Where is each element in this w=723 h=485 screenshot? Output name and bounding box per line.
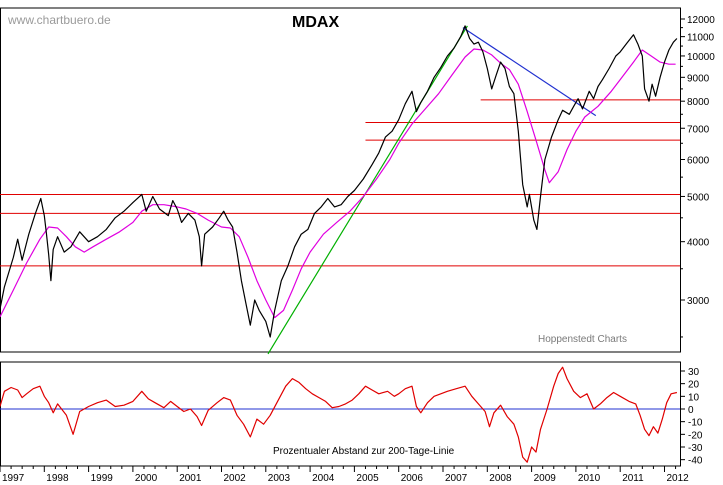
- axis-ticks: 3000 4000 5000 6000 7000 8000 9000 10000 11000 12…: [0, 15, 715, 484]
- osc-y-tick-label: 30: [688, 367, 700, 378]
- osc-y-tick-label: -40: [688, 456, 703, 467]
- main-plot-border: [0, 7, 681, 353]
- x-tick-label: 2001: [179, 473, 202, 484]
- x-tick-label: 2008: [489, 473, 512, 484]
- x-tick-label: 2011: [622, 473, 644, 484]
- x-tick-label: 1997: [2, 473, 25, 484]
- price-line: [0, 25, 678, 338]
- y-tick-label: 5000: [687, 192, 710, 203]
- source-label: Hoppenstedt Charts: [538, 334, 627, 345]
- x-tick-label: 2002: [223, 473, 246, 484]
- osc-y-tick-label: -10: [688, 418, 703, 429]
- oscillator-label: Prozentualer Abstand zur 200-Tage-Linie: [273, 446, 455, 457]
- watermark: www.chartbuero.de: [7, 13, 111, 27]
- osc-y-tick-label: -20: [688, 430, 703, 441]
- oscillator-line: [0, 366, 678, 463]
- osc-y-tick-label: 20: [688, 380, 700, 391]
- x-tick-label: 1999: [91, 473, 114, 484]
- support-lines: [0, 99, 680, 267]
- x-tick-label: 2012: [666, 473, 689, 484]
- y-tick-label: 10000: [687, 52, 715, 63]
- y-tick-label: 3000: [687, 296, 710, 307]
- y-tick-label: 12000: [687, 15, 715, 26]
- osc-y-tick-label: -30: [688, 443, 703, 454]
- x-tick-label: 2009: [534, 473, 557, 484]
- downtrend-line: [462, 27, 597, 117]
- x-tick-label: 1998: [46, 473, 69, 484]
- y-tick-label: 11000: [687, 33, 715, 44]
- y-tick-label: 6000: [687, 156, 710, 167]
- x-tick-label: 2010: [578, 473, 601, 484]
- x-tick-label: 2006: [401, 473, 424, 484]
- x-tick-label: 2003: [268, 473, 291, 484]
- y-tick-label: 8000: [687, 97, 710, 108]
- y-tick-label: 7000: [687, 124, 710, 135]
- price-series-group: [0, 25, 678, 355]
- oscillator-group: [0, 366, 680, 463]
- osc-y-tick-label: 0: [688, 405, 694, 416]
- ma200-line: [0, 48, 676, 319]
- chart-frame: [0, 7, 681, 467]
- y-tick-label: 9000: [687, 73, 710, 84]
- x-tick-label: 2000: [135, 473, 158, 484]
- x-tick-label: 2004: [312, 473, 335, 484]
- chart-title: MDAX: [292, 14, 339, 31]
- osc-y-tick-label: 10: [688, 392, 700, 403]
- oscillator-plot-border: [0, 361, 681, 467]
- y-tick-label: 4000: [687, 238, 710, 249]
- x-tick-label: 2005: [356, 473, 379, 484]
- x-tick-label: 2007: [445, 473, 468, 484]
